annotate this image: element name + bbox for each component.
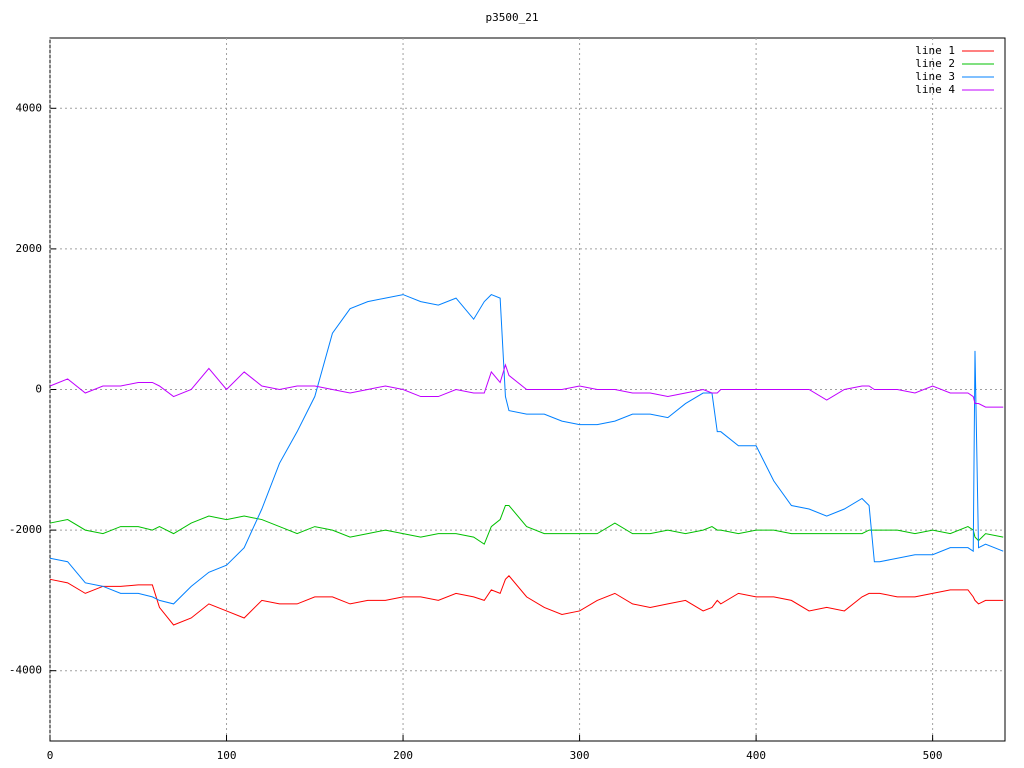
y-tick-label: -2000 xyxy=(9,523,42,536)
x-tick-label: 0 xyxy=(47,749,54,762)
x-tick-label: 400 xyxy=(746,749,766,762)
x-tick-label: 200 xyxy=(393,749,413,762)
chart-title: p3500_21 xyxy=(486,11,539,24)
series-line xyxy=(49,294,1004,605)
legend-label: line 4 xyxy=(915,83,955,96)
y-tick-label: 0 xyxy=(35,383,42,396)
series-line xyxy=(49,575,1004,626)
y-tick-label: 4000 xyxy=(16,101,43,114)
x-tick-label: 100 xyxy=(217,749,237,762)
x-tick-label: 300 xyxy=(570,749,590,762)
y-tick-label: -4000 xyxy=(9,664,42,677)
series-line xyxy=(49,505,1004,545)
legend-label: line 3 xyxy=(915,70,955,83)
legend-label: line 1 xyxy=(915,44,955,57)
series-line xyxy=(49,363,1004,408)
y-tick-label: 2000 xyxy=(16,242,43,255)
legend-label: line 2 xyxy=(915,57,955,70)
x-tick-label: 500 xyxy=(923,749,943,762)
